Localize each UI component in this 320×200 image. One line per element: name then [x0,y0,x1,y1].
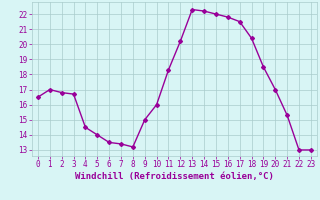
X-axis label: Windchill (Refroidissement éolien,°C): Windchill (Refroidissement éolien,°C) [75,172,274,181]
